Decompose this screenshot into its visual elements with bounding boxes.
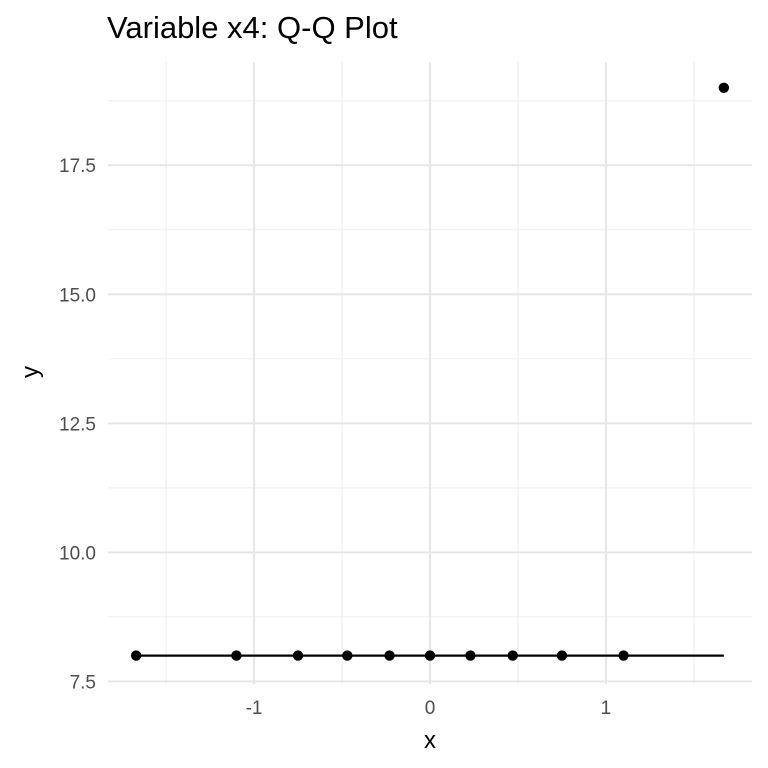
x-axis-title: x: [424, 727, 436, 754]
data-point-11: [718, 82, 730, 94]
data-point-10: [618, 650, 629, 661]
y-tick-label: 15.0: [59, 285, 96, 306]
y-tick-label: 12.5: [59, 414, 96, 435]
x-tick-label: -1: [246, 698, 263, 719]
y-tick-label: 7.5: [70, 672, 96, 693]
data-point-1: [130, 650, 142, 661]
x-tick-label: 1: [601, 698, 612, 719]
data-point-2: [231, 650, 242, 661]
data-point-9: [556, 650, 568, 661]
data-point-8: [507, 650, 518, 661]
data-point-3: [292, 650, 304, 661]
data-point-7: [465, 650, 476, 661]
y-tick-label: 10.0: [59, 543, 96, 564]
data-point-5: [384, 650, 395, 661]
y-tick-label: 17.5: [59, 156, 96, 177]
data-points-layer: [130, 82, 730, 661]
grid: [108, 62, 752, 684]
data-point-6: [424, 650, 436, 661]
data-point-4: [342, 650, 353, 661]
y-tick-labels: 7.5 10.0 12.5 15.0 17.5: [59, 156, 96, 693]
y-axis-title: y: [17, 366, 44, 378]
x-tick-label: 0: [425, 698, 436, 719]
chart-title: Variable x4: Q-Q Plot: [107, 10, 398, 45]
x-tick-labels: -1 0 1: [246, 698, 612, 719]
